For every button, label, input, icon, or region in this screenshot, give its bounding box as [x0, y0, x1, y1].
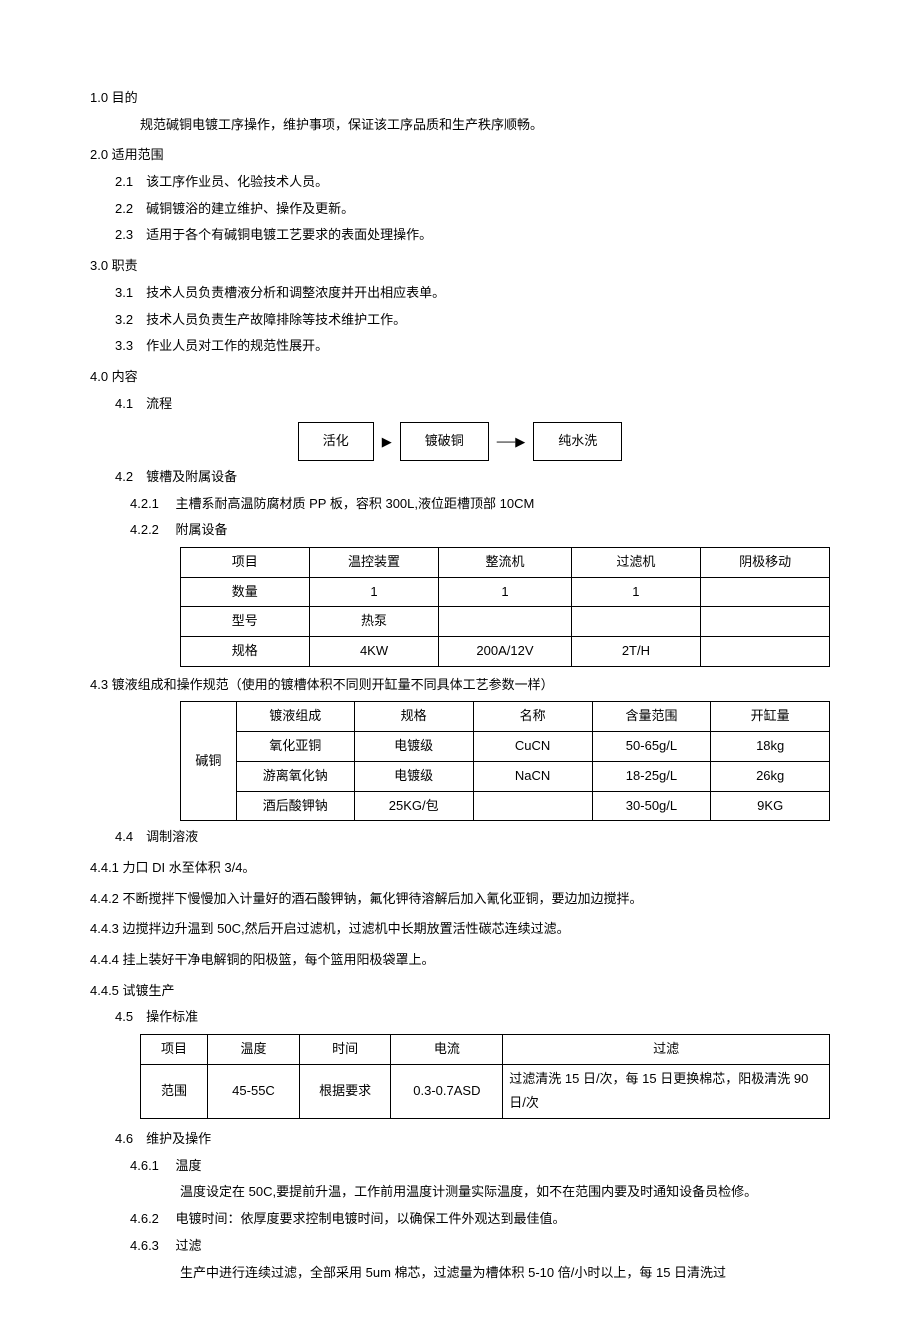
item-3-2: 3.2 技术人员负责生产故障排除等技术维护工作。	[115, 308, 830, 333]
item-4-6-3-body: 生产中进行连续过滤，全部采用 5um 棉芯，过滤量为槽体积 5-10 倍/小时以…	[180, 1261, 830, 1286]
section-2-title: 2.0 适用范围	[90, 143, 830, 168]
table-cell	[701, 637, 830, 667]
table-cell: 规格	[354, 702, 473, 732]
flow-step-3: 纯水洗	[533, 422, 622, 461]
item-4-4-4: 4.4.4 挂上装好干净电解铜的阳极篮，每个篮用阳极袋罩上。	[90, 948, 830, 973]
table-cell: 数量	[181, 577, 310, 607]
item-4-4-2: 4.4.2 不断搅拌下慢慢加入计量好的酒石酸钾钠，氟化钾待溶解后加入氰化亚铜，要…	[90, 887, 830, 912]
table-cell: 阴极移动	[701, 548, 830, 578]
table-cell: 热泵	[309, 607, 439, 637]
table-cell	[473, 791, 592, 821]
table-cell: 名称	[473, 702, 592, 732]
table-cell: 范围	[141, 1064, 208, 1118]
table-row: 碱铜 镀液组成 规格 名称 含量范围 开缸量	[181, 702, 830, 732]
table-cell: 1	[309, 577, 439, 607]
table-cell: 1	[439, 577, 571, 607]
table-cell: 9KG	[711, 791, 830, 821]
flow-step-2: 镀破铜	[400, 422, 489, 461]
table-row: 酒后酸钾钠 25KG/包 30-50g/L 9KG	[181, 791, 830, 821]
table-cell	[701, 577, 830, 607]
table-cell: 25KG/包	[354, 791, 473, 821]
table-cell	[439, 607, 571, 637]
table-cell: 根据要求	[299, 1064, 391, 1118]
table-cell: 30-50g/L	[592, 791, 711, 821]
section-1-body: 规范碱铜电镀工序操作，维护事项，保证该工序品质和生产秩序顺畅。	[140, 113, 830, 138]
composition-table: 碱铜 镀液组成 规格 名称 含量范围 开缸量 氧化亚铜 电镀级 CuCN 50-…	[180, 701, 830, 821]
process-flow: 活化 ▶ 镀破铜 ──▶ 纯水洗	[90, 422, 830, 461]
item-2-1: 2.1 该工序作业员、化验技术人员。	[115, 170, 830, 195]
item-4-4-3: 4.4.3 边搅拌边升温到 50C,然后开启过滤机，过滤机中长期放置活性碳芯连续…	[90, 917, 830, 942]
section-3-title: 3.0 职责	[90, 254, 830, 279]
table-cell: 时间	[299, 1035, 391, 1065]
flow-step-1: 活化	[298, 422, 374, 461]
item-4-2-1: 4.2.1 主槽系耐高温防腐材质 PP 板，容积 300L,液位距槽顶部 10C…	[130, 492, 830, 517]
table-cell: 镀液组成	[236, 702, 354, 732]
item-4-2: 4.2 镀槽及附属设备	[115, 465, 830, 490]
table-cell: CuCN	[473, 732, 592, 762]
table-cell: 电镀级	[354, 761, 473, 791]
table-row: 项目 温度 时间 电流 过滤	[141, 1035, 830, 1065]
table-row: 项目 温控装置 整流机 过滤机 阴极移动	[181, 548, 830, 578]
table-cell: 项目	[141, 1035, 208, 1065]
table-row: 数量 1 1 1	[181, 577, 830, 607]
table-cell: 过滤机	[571, 548, 701, 578]
table-cell: 开缸量	[711, 702, 830, 732]
item-4-5: 4.5 操作标准	[115, 1005, 830, 1030]
table-cell: 氧化亚铜	[236, 732, 354, 762]
table-row: 游离氧化钠 电镀级 NaCN 18-25g/L 26kg	[181, 761, 830, 791]
table-row: 型号 热泵	[181, 607, 830, 637]
item-4-4-1: 4.4.1 力口 DI 水至体积 3/4。	[90, 856, 830, 881]
table-cell: 整流机	[439, 548, 571, 578]
table-cell: 2T/H	[571, 637, 701, 667]
table-cell: 0.3-0.7ASD	[391, 1064, 503, 1118]
table-row: 规格 4KW 200A/12V 2T/H	[181, 637, 830, 667]
table-cell: 酒后酸钾钠	[236, 791, 354, 821]
table-cell: NaCN	[473, 761, 592, 791]
table-cell	[571, 607, 701, 637]
table-cell: 1	[571, 577, 701, 607]
table-cell: 18-25g/L	[592, 761, 711, 791]
item-2-3: 2.3 适用于各个有碱铜电镀工艺要求的表面处理操作。	[115, 223, 830, 248]
table-cell: 过滤清洗 15 日/次，每 15 日更换棉芯，阳极清洗 90 日/次	[503, 1064, 830, 1118]
table-cell: 45-55C	[208, 1064, 300, 1118]
item-4-4-5: 4.4.5 试镀生产	[90, 979, 830, 1004]
table-cell: 项目	[181, 548, 310, 578]
operation-table: 项目 温度 时间 电流 过滤 范围 45-55C 根据要求 0.3-0.7ASD…	[140, 1034, 830, 1119]
item-4-2-2: 4.2.2 附属设备	[130, 518, 830, 543]
table-cell: 50-65g/L	[592, 732, 711, 762]
table-cell: 电流	[391, 1035, 503, 1065]
item-4-3: 4.3 镀液组成和操作规范（使用的镀槽体积不同则开缸量不同具体工艺参数一样）	[90, 673, 830, 698]
item-4-6-1: 4.6.1 温度	[130, 1154, 830, 1179]
table-side-label: 碱铜	[181, 702, 237, 821]
item-4-6-1-body: 温度设定在 50C,要提前升温，工作前用温度计测量实际温度，如不在范围内要及时通…	[180, 1180, 830, 1205]
table-cell: 温度	[208, 1035, 300, 1065]
table-cell: 过滤	[503, 1035, 830, 1065]
item-4-6-3: 4.6.3 过滤	[130, 1234, 830, 1259]
arrow-icon: ▶	[382, 435, 392, 448]
item-3-1: 3.1 技术人员负责槽液分析和调整浓度并开出相应表单。	[115, 281, 830, 306]
section-1-title: 1.0 目的	[90, 86, 830, 111]
table-cell: 含量范围	[592, 702, 711, 732]
item-4-6-2: 4.6.2 电镀时间：依厚度要求控制电镀时间，以确保工件外观达到最佳值。	[130, 1207, 830, 1232]
table-cell: 型号	[181, 607, 310, 637]
table-cell: 18kg	[711, 732, 830, 762]
table-cell: 4KW	[309, 637, 439, 667]
table-cell: 26kg	[711, 761, 830, 791]
arrow-icon: ──▶	[497, 435, 525, 448]
item-4-6: 4.6 维护及操作	[115, 1127, 830, 1152]
table-cell: 温控装置	[309, 548, 439, 578]
item-4-4: 4.4 调制溶液	[115, 825, 830, 850]
section-4-title: 4.0 内容	[90, 365, 830, 390]
equipment-table: 项目 温控装置 整流机 过滤机 阴极移动 数量 1 1 1 型号 热泵 规格 4…	[180, 547, 830, 667]
table-cell: 200A/12V	[439, 637, 571, 667]
item-2-2: 2.2 碱铜镀浴的建立维护、操作及更新。	[115, 197, 830, 222]
item-4-1: 4.1 流程	[115, 392, 830, 417]
table-row: 范围 45-55C 根据要求 0.3-0.7ASD 过滤清洗 15 日/次，每 …	[141, 1064, 830, 1118]
table-cell: 电镀级	[354, 732, 473, 762]
table-cell	[701, 607, 830, 637]
table-row: 氧化亚铜 电镀级 CuCN 50-65g/L 18kg	[181, 732, 830, 762]
table-cell: 规格	[181, 637, 310, 667]
item-3-3: 3.3 作业人员对工作的规范性展开。	[115, 334, 830, 359]
table-cell: 游离氧化钠	[236, 761, 354, 791]
